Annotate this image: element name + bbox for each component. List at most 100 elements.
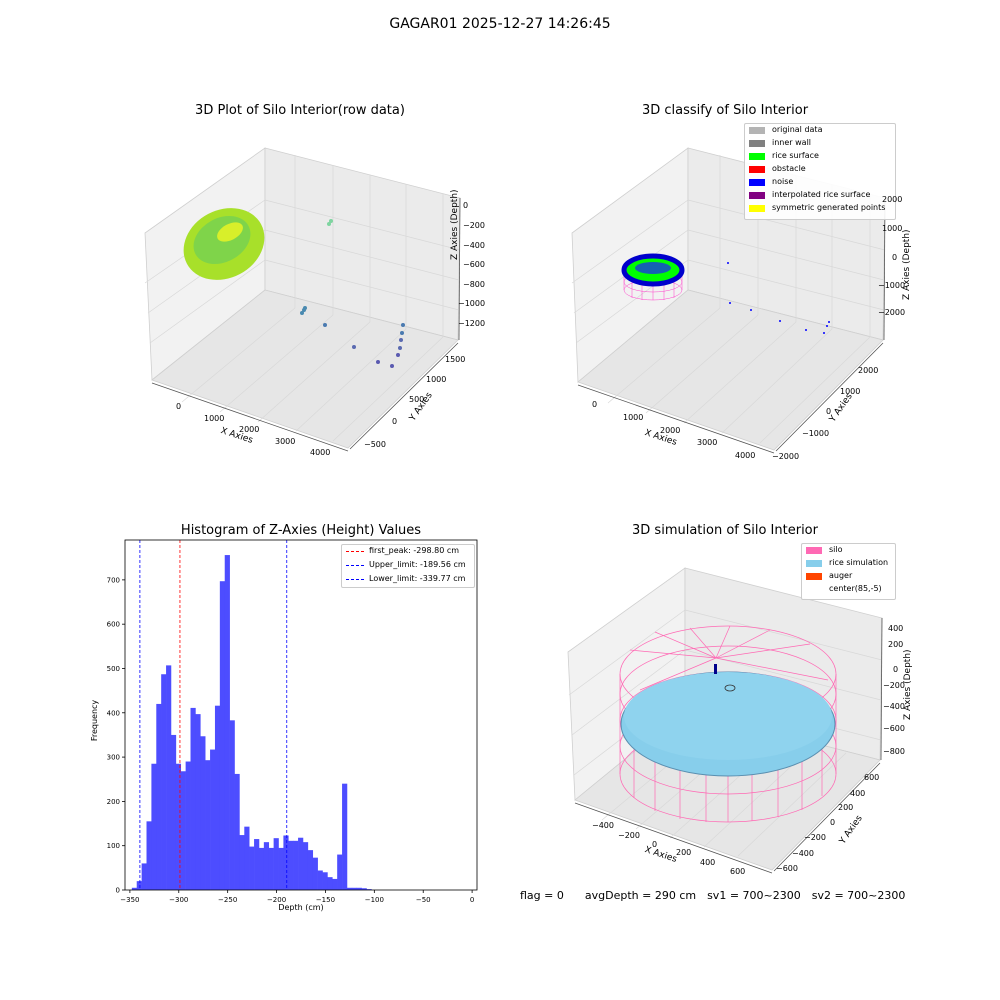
y-tick-label: 1500 xyxy=(445,355,466,364)
legend-swatch xyxy=(749,140,765,147)
legend-swatch xyxy=(749,166,765,173)
histogram-bar xyxy=(249,846,255,890)
x-tick-label: −250 xyxy=(218,896,237,904)
histogram-bar xyxy=(156,703,162,890)
rice-surface-center xyxy=(635,262,671,274)
histogram-bar xyxy=(239,835,245,890)
legend-swatch xyxy=(749,205,765,212)
histogram-bar xyxy=(288,840,294,890)
z-tick-label: 1000 xyxy=(882,224,903,233)
histogram-bar xyxy=(214,705,221,890)
histogram-bar xyxy=(351,887,358,890)
legend-label: obstacle xyxy=(772,164,806,173)
y-tick-label: 400 xyxy=(107,709,120,717)
x-tick-label: 2000 xyxy=(239,425,260,434)
y-tick-label: 200 xyxy=(838,803,854,812)
histogram-bar xyxy=(302,842,309,890)
histogram-bar xyxy=(180,771,186,890)
panel1-title: 3D Plot of Silo Interior(row data) xyxy=(195,103,405,118)
x-axis-label: Depth (cm) xyxy=(278,903,324,912)
histogram-bar xyxy=(166,665,172,890)
histogram-bar xyxy=(273,838,279,890)
x-tick-label: −50 xyxy=(416,896,431,904)
x-tick-label: 3000 xyxy=(697,438,718,447)
x-tick-label: −150 xyxy=(316,896,335,904)
y-tick-label: 0 xyxy=(116,887,120,895)
x-tick-label: 0 xyxy=(176,402,182,411)
histogram-bar xyxy=(312,857,318,890)
legend-swatch xyxy=(806,573,822,580)
panel2-grid xyxy=(571,155,886,444)
histogram-bar xyxy=(366,889,372,890)
histogram-bar xyxy=(219,581,226,890)
panel2-legend: original data inner wall rice surface ob… xyxy=(744,123,896,220)
y-tick-label: 600 xyxy=(864,773,880,782)
y-tick-label: 100 xyxy=(107,842,120,850)
histogram-bar xyxy=(283,835,289,890)
legend-line-upper xyxy=(346,565,364,566)
histogram-bar xyxy=(224,555,230,890)
z-tick-label: −200 xyxy=(463,221,485,230)
y-tick-label: −400 xyxy=(792,849,814,858)
histogram-bar xyxy=(136,881,142,890)
legend-swatch xyxy=(749,192,765,199)
z-tick-label: −400 xyxy=(883,702,905,711)
x-tick-label: 1000 xyxy=(204,414,225,423)
flag-text: flag = 0 xyxy=(520,889,564,902)
histogram-bar xyxy=(332,878,338,890)
histogram-title: Histogram of Z-Axies (Height) Values xyxy=(180,523,422,538)
pane-floor xyxy=(151,289,459,449)
rice-simulation-top xyxy=(624,672,832,760)
panel1-axes3d xyxy=(144,147,461,452)
z-tick-label: −400 xyxy=(463,241,485,250)
histogram-bar xyxy=(337,854,343,890)
y-tick-label: −500 xyxy=(364,440,386,449)
z-tick-label: −800 xyxy=(883,747,905,756)
histogram-bar xyxy=(268,847,274,890)
histogram-bar xyxy=(210,749,216,890)
panel-3d-raw: 3D Plot of Silo Interior(row data) xyxy=(100,100,500,470)
legend-swatch xyxy=(749,153,765,160)
histogram-bar xyxy=(327,877,333,890)
z-tick-label: −1200 xyxy=(458,319,486,328)
panel4-legend: silo rice simulation auger center(85,-5) xyxy=(801,543,896,600)
histogram-bar xyxy=(322,872,328,890)
histogram-bar xyxy=(278,847,284,890)
legend-label: interpolated rice surface xyxy=(772,190,871,199)
histogram-bar xyxy=(346,887,353,890)
y-tick-label: 0 xyxy=(830,818,836,827)
z-axis-label: Z Axies (Depth) xyxy=(902,229,912,300)
panel2-title: 3D classify of Silo Interior xyxy=(641,103,809,118)
legend-label: rice surface xyxy=(772,151,819,160)
legend-label: inner wall xyxy=(772,138,812,147)
x-tick-label: 600 xyxy=(730,867,746,876)
y-tick-label: 700 xyxy=(107,576,120,584)
sv2-text: sv2 = 700~2300 xyxy=(811,889,906,902)
histogram-bar xyxy=(185,761,191,890)
panel-histogram: Histogram of Z-Axies (Height) Values −35… xyxy=(80,520,500,920)
y-tick-label: 0 xyxy=(392,417,398,426)
z-tick-label: −1000 xyxy=(878,281,906,290)
histogram-bar xyxy=(361,888,367,890)
y-tick-label: −600 xyxy=(776,864,798,873)
x-tick-label: 4000 xyxy=(310,448,331,457)
z-tick-label: 0 xyxy=(892,253,898,262)
x-tick-label: 4000 xyxy=(735,451,756,460)
legend-swatch xyxy=(749,127,765,134)
panel2-noise-points xyxy=(727,262,830,334)
z-tick-label: 0 xyxy=(893,665,899,674)
legend-label: first_peak: -298.80 cm xyxy=(369,546,460,555)
histogram-plot: −350 −300 −250 −200 −150 −100 −50 0 0 100 200 300 40… xyxy=(107,539,478,904)
z-tick-label: 200 xyxy=(888,640,904,649)
x-tick-label: 3000 xyxy=(275,437,296,446)
panel4-title: 3D simulation of Silo Interior xyxy=(632,523,818,538)
histogram-bar xyxy=(195,714,201,890)
y-tick-label: 0 xyxy=(826,407,832,416)
x-tick-label: 400 xyxy=(700,858,716,867)
x-tick-label: −200 xyxy=(267,896,286,904)
histogram-bar xyxy=(175,763,182,890)
panel-3d-simulation: 3D simulation of Silo Interior xyxy=(530,520,930,890)
legend-label: Lower_limit: -339.77 cm xyxy=(369,574,466,583)
legend-swatch xyxy=(749,179,765,186)
legend-label: auger xyxy=(829,571,853,580)
